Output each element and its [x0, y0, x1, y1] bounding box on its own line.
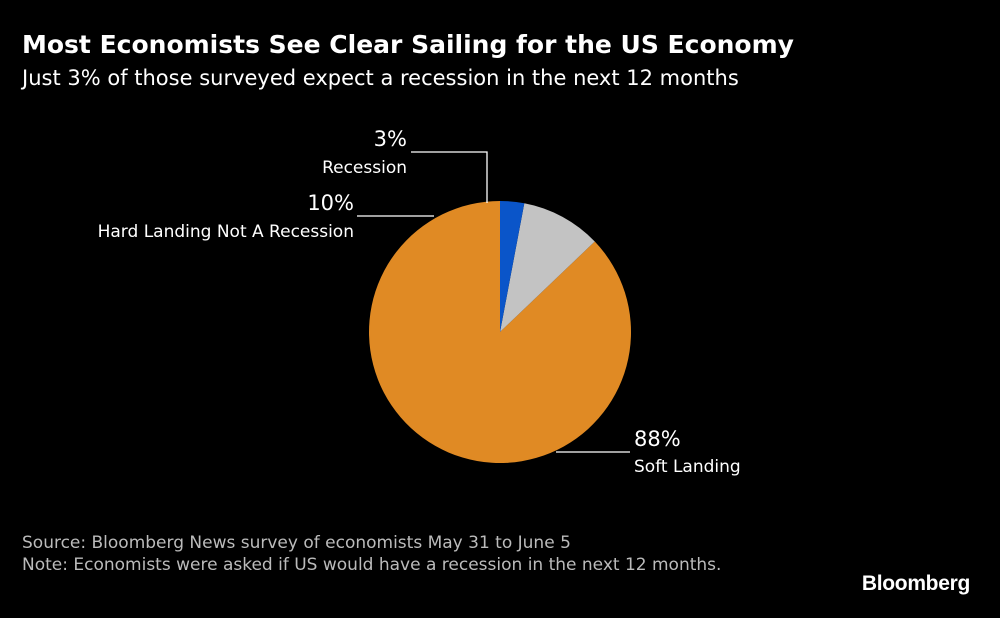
source-note: Source: Bloomberg News survey of economi… — [22, 533, 571, 553]
bloomberg-logo: Bloomberg — [861, 572, 970, 595]
leader-line-recession — [411, 151, 488, 203]
slice-value-label-soft-landing: 88% — [634, 427, 681, 451]
slice-value-label-hard-landing: 10% — [307, 191, 354, 215]
chart-footer: Source: Bloomberg News survey of economi… — [22, 532, 742, 576]
chart-title: Most Economists See Clear Sailing for th… — [22, 30, 794, 59]
chart-subtitle: Just 3% of those surveyed expect a reces… — [22, 66, 739, 90]
slice-category-label-hard-landing: Hard Landing Not A Recession — [98, 222, 354, 242]
methodology-note: Note: Economists were asked if US would … — [22, 555, 722, 575]
slice-soft-landing — [369, 201, 632, 463]
slice-value-label-recession: 3% — [374, 127, 407, 151]
slice-category-label-recession: Recession — [322, 158, 407, 178]
slice-category-label-soft-landing: Soft Landing — [634, 457, 741, 477]
slice-recession — [500, 200, 525, 332]
slice-hard-landing — [500, 203, 595, 332]
